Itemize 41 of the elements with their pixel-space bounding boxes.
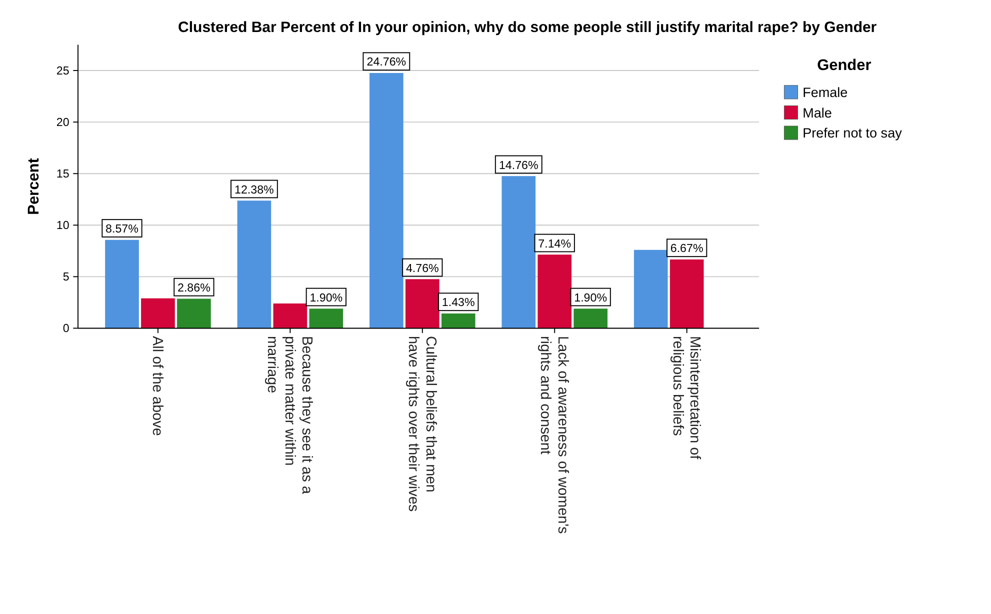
bar <box>177 298 211 328</box>
bar <box>370 73 404 328</box>
legend-label: Female <box>802 85 848 100</box>
bar <box>538 254 572 328</box>
bar <box>273 303 308 328</box>
data-label: 1.90% <box>310 291 343 304</box>
y-tick-label: 25 <box>56 64 70 78</box>
legend-label: Male <box>802 105 832 120</box>
y-tick-label: 0 <box>62 322 70 336</box>
data-label: 14.76% <box>498 158 538 172</box>
bar <box>441 313 476 328</box>
bar <box>141 298 175 328</box>
data-label: 12.38% <box>234 183 274 196</box>
bar <box>237 200 272 328</box>
data-label: 2.86% <box>178 281 210 294</box>
x-tick-label: Because they see it as a private matter within marriage <box>264 336 315 495</box>
y-tick-label: 10 <box>56 219 70 232</box>
data-label: 8.57% <box>106 222 138 236</box>
legend-title: Gender <box>817 56 872 74</box>
bar <box>105 240 139 328</box>
bar <box>670 259 704 328</box>
x-tick-label: Lack of awareness of women's rights and consent <box>537 336 570 534</box>
legend-label: Prefer not to say <box>802 126 902 141</box>
y-axis-title: Percent <box>25 158 42 215</box>
data-label: 24.76% <box>366 56 406 69</box>
bar <box>405 279 440 328</box>
bar <box>309 308 344 328</box>
data-label: 6.67% <box>670 242 704 256</box>
data-label: 1.43% <box>442 296 475 310</box>
data-label: 4.76% <box>406 262 439 275</box>
data-label: 1.90% <box>574 291 608 304</box>
chart-title: Clustered Bar Percent of In your opinion, why do some people still justify marital rape? by Gender <box>178 19 877 36</box>
x-tick-label: All of the above <box>149 336 166 436</box>
x-tick-label: Misinterpretation of religious beliefs <box>669 336 703 460</box>
y-tick-label: 15 <box>56 167 70 180</box>
bar <box>574 308 608 328</box>
y-tick-label: 20 <box>56 116 70 129</box>
bar <box>634 250 668 328</box>
data-label: 7.14% <box>538 237 572 250</box>
bar <box>502 176 536 328</box>
y-tick-label: 5 <box>62 270 70 284</box>
